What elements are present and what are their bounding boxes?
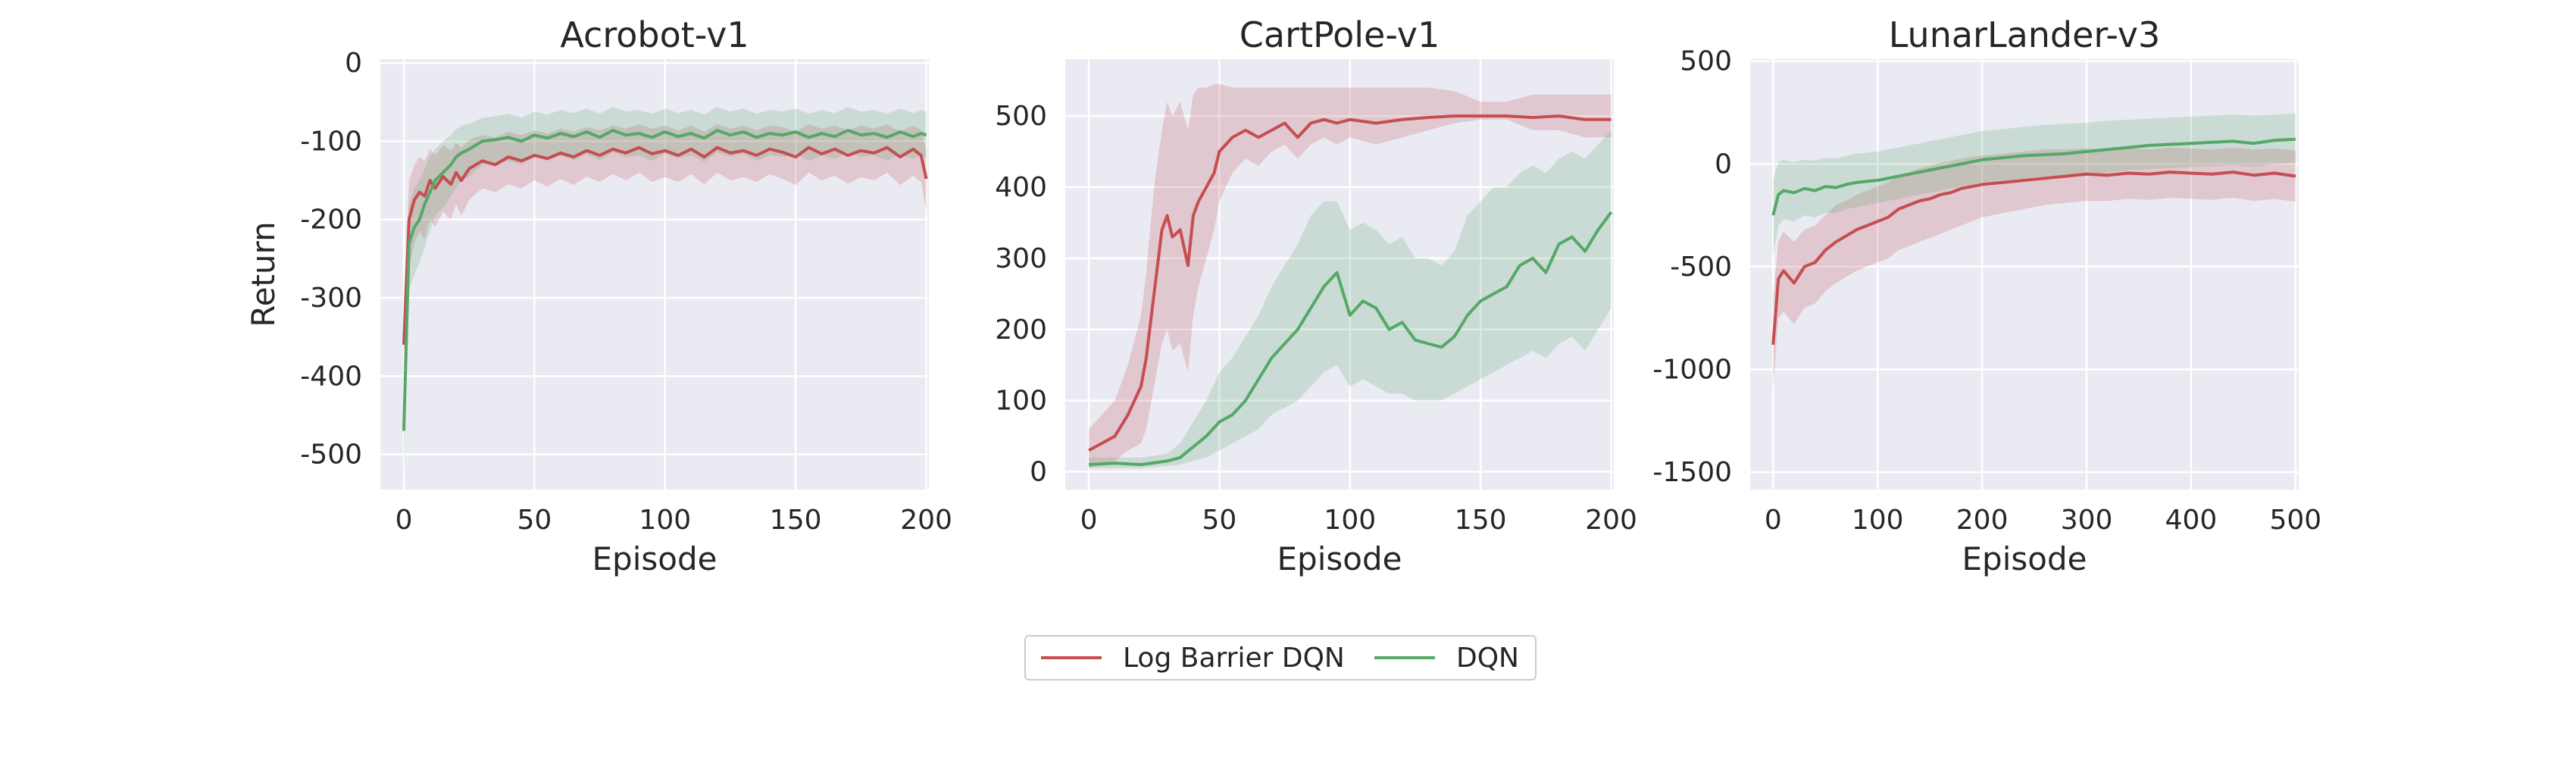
x-axis-label: Episode [1277, 540, 1402, 577]
confidence-band-log-barrier-dqn [404, 124, 927, 392]
y-tick-label: -1000 [1652, 354, 1732, 385]
series-line-dqn [402, 129, 927, 431]
chart-panel-0: 0 50 100 150 200 0 -100 -200 -300 -400 -500 Acrobot… [245, 14, 952, 577]
legend-item-log-barrier-dqn: Log Barrier DQN [1041, 637, 1345, 679]
confidence-band-dqn [404, 107, 927, 478]
plot-area [1750, 59, 2299, 490]
x-axis-label: Episode [1962, 540, 2087, 577]
legend-item-dqn: DQN [1374, 637, 1519, 679]
x-tick-label: 0 [395, 505, 413, 536]
chart-title: LunarLander-v3 [1889, 14, 2161, 55]
x-tick-label: 50 [1202, 505, 1237, 536]
legend-line-dqn [1374, 656, 1435, 659]
x-tick-label: 150 [1455, 505, 1507, 536]
legend-label-log-barrier-dqn: Log Barrier DQN [1123, 642, 1345, 674]
confidence-band-dqn [1773, 113, 2296, 257]
series-line-dqn [1771, 137, 2296, 216]
y-axis-label: Return [245, 221, 282, 327]
plot-area [380, 59, 929, 490]
series-line-log-barrier-dqn [402, 145, 928, 345]
x-tick-label: 100 [1852, 505, 1904, 536]
y-tick-label: 100 [995, 386, 1047, 417]
x-tick-label: 200 [1585, 505, 1637, 536]
x-tick-label: 0 [1765, 505, 1782, 536]
x-tick-label: 200 [1956, 505, 2009, 536]
y-tick-label: 0 [345, 48, 362, 79]
y-tick-label: -500 [1670, 252, 1732, 283]
y-tick-label: 500 [995, 101, 1047, 132]
y-tick-label: -400 [300, 361, 362, 392]
chart-panel-1: 0 50 100 150 200 0 100 200 300 400 500 CartPole-v1 E… [995, 14, 1637, 577]
y-tick-label: -300 [300, 283, 362, 314]
x-tick-label: 400 [2165, 505, 2218, 536]
x-tick-label: 0 [1080, 505, 1098, 536]
series-line-dqn [1088, 211, 1613, 467]
y-tick-label: 0 [1715, 149, 1732, 180]
confidence-band-log-barrier-dqn [1089, 83, 1612, 468]
y-tick-label: 0 [1030, 457, 1047, 488]
chart-panel-2: 0 100 200 300 400 500 500 0 -500 -1000 -1500 LunarL… [1652, 14, 2321, 577]
y-tick-label: -500 [300, 440, 362, 471]
x-tick-label: 200 [900, 505, 952, 536]
y-tick-label: -200 [300, 205, 362, 236]
x-tick-label: 150 [770, 505, 822, 536]
y-tick-label: 200 [995, 314, 1047, 346]
legend-line-log-barrier-dqn [1041, 656, 1102, 659]
x-axis-label: Episode [592, 540, 717, 577]
x-tick-label: 100 [639, 505, 691, 536]
series-line-log-barrier-dqn [1088, 114, 1612, 452]
x-tick-label: 300 [2061, 505, 2113, 536]
chart-title: Acrobot-v1 [560, 14, 749, 55]
chart-title: CartPole-v1 [1240, 14, 1440, 55]
legend-label-dqn: DQN [1456, 642, 1519, 674]
y-tick-label: 500 [1680, 46, 1732, 77]
y-tick-label: 300 [995, 243, 1047, 274]
series-line-log-barrier-dqn [1771, 171, 2296, 346]
x-tick-label: 100 [1324, 505, 1376, 536]
x-tick-label: 500 [2270, 505, 2322, 536]
y-tick-label: -1500 [1652, 457, 1732, 488]
x-tick-label: 50 [517, 505, 552, 536]
confidence-band-dqn [1089, 130, 1612, 468]
y-tick-label: 400 [995, 172, 1047, 203]
y-tick-label: -100 [300, 126, 362, 157]
legend: Log Barrier DQN DQN [1024, 635, 1537, 680]
